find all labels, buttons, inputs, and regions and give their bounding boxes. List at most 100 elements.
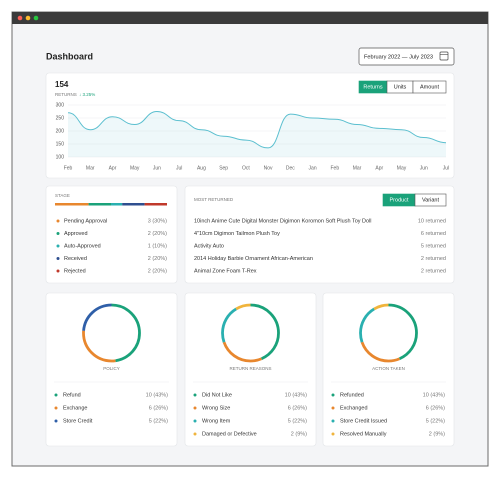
x-tick-label: Jul [443, 165, 449, 171]
product-returns: 10 returned [418, 218, 446, 224]
x-tick-label: Dec [286, 165, 295, 171]
x-tick-label: Feb [331, 165, 340, 171]
donut-item-name: Refund [63, 392, 81, 398]
legend-dot [193, 419, 197, 423]
donut-card [322, 292, 455, 447]
summary-value: 154 [55, 80, 69, 89]
legend-dot [331, 419, 335, 423]
legend-dot [56, 219, 60, 223]
toggle-button[interactable] [414, 193, 447, 207]
stage-value: 2 (20%) [148, 256, 167, 262]
product-returns: 5 returned [421, 243, 446, 249]
donut-item-name: Wrong Size [202, 405, 230, 411]
x-tick-label: Mar [353, 165, 362, 171]
stage-bar-segment [88, 203, 111, 206]
x-tick-label: Aug [197, 165, 206, 171]
page-title: Dashboard [46, 51, 93, 61]
product-name: 10inch Anime Cute Digital Monster Digimo… [194, 218, 372, 224]
legend-dot [193, 406, 197, 410]
donut-item-name: Store Credit Issued [340, 418, 387, 424]
legend-dot [56, 232, 60, 235]
donut-item-value: 5 (22%) [288, 418, 307, 424]
donut-item-value: 6 (26%) [426, 405, 445, 411]
line [67, 110, 447, 149]
donut-item-value: 5 (22%) [149, 418, 168, 424]
x-tick-label: Apr [375, 165, 383, 171]
x-tick-label: Sep [219, 165, 228, 171]
donut-item-value: 2 (9%) [429, 431, 445, 437]
legend-dot [54, 393, 58, 397]
x-tick-label: Feb [64, 165, 73, 171]
summary-label: RETURNS [55, 92, 77, 97]
donut-item-name: Refunded [340, 392, 364, 398]
donut-segment [82, 303, 141, 363]
product-name: Animal Zone Foam T-Rex [194, 268, 257, 274]
x-tick-label: Mar [86, 165, 95, 171]
product-name: 2014 Holiday Barbie Ornament African-Ame… [194, 256, 313, 262]
stage-value: 1 (10%) [148, 243, 167, 249]
toggle-button[interactable] [412, 80, 447, 94]
minimize-dot[interactable] [25, 15, 31, 21]
product-name: Activity Auto [194, 243, 224, 249]
chart-card [45, 72, 455, 179]
zoom-dot[interactable] [33, 15, 39, 21]
y-tick-label: 150 [56, 141, 65, 147]
x-tick-label: May [130, 165, 140, 171]
donut-title: RETURN REASONS [229, 366, 271, 371]
stage-card [45, 185, 178, 284]
donut-item-name: Exchange [63, 405, 87, 411]
product-returns: 2 returned [421, 268, 446, 274]
legend-dot [331, 393, 335, 397]
stage-bar-segment [55, 203, 89, 206]
toggle-label: Returns [363, 84, 383, 90]
donut-card [45, 292, 178, 447]
most-returned-card [184, 185, 455, 284]
stage-name: Auto-Approved [64, 243, 101, 249]
donut-item-name: Did Not Like [202, 392, 232, 398]
donut-segment [221, 303, 280, 363]
donut-title: ACTION TAKEN [372, 366, 405, 371]
toggle-label: Amount [420, 84, 439, 90]
donut-item-name: Store Credit [63, 418, 93, 424]
donut-segment [221, 303, 280, 363]
donut-item-value: 6 (26%) [149, 405, 168, 411]
calendar-icon [439, 51, 449, 61]
donut-item-value: 6 (26%) [288, 405, 307, 411]
toggle-label: Variant [422, 197, 439, 203]
x-tick-label: Nov [264, 165, 273, 171]
date-range: February 2022 — July 2023 [364, 54, 433, 60]
donut-item-value: 10 (43%) [146, 392, 168, 398]
y-tick-label: 250 [56, 115, 65, 121]
product-name: 4"10cm Digimon Tailmon Plush Toy [194, 231, 280, 237]
donut-item-name: Resolved Manually [340, 431, 387, 437]
donut-item-value: 10 (43%) [423, 392, 445, 398]
x-tick-label: Jun [153, 165, 161, 171]
product-returns: 6 returned [421, 231, 446, 237]
donut-item-name: Wrong Item [202, 418, 231, 424]
legend-dot [56, 244, 60, 248]
close-dot[interactable] [17, 15, 23, 21]
x-tick-label: Jan [309, 165, 317, 171]
stage-value: 2 (20%) [148, 231, 167, 237]
x-tick-label: Oct [242, 165, 250, 171]
legend-dot [54, 419, 58, 423]
y-tick-label: 200 [56, 128, 65, 134]
donut-item-value: 10 (43%) [285, 392, 307, 398]
donut-segment [359, 303, 418, 363]
date-range-button[interactable] [358, 47, 455, 66]
legend-dot [193, 432, 197, 436]
stage-bar-segment [111, 203, 123, 206]
x-tick-label: Apr [109, 165, 117, 171]
stage-bar-segment [144, 203, 167, 206]
y-tick-label: 100 [56, 154, 65, 160]
stage-title: STAGE [55, 193, 70, 198]
stage-name: Pending Approval [64, 218, 107, 224]
y-tick-label: 300 [56, 102, 65, 108]
x-tick-label: May [397, 165, 407, 171]
donut-segment [82, 303, 141, 363]
legend-dot [56, 257, 60, 260]
x-tick-label: Jul [176, 165, 182, 171]
toggle-label: Product [390, 197, 409, 203]
